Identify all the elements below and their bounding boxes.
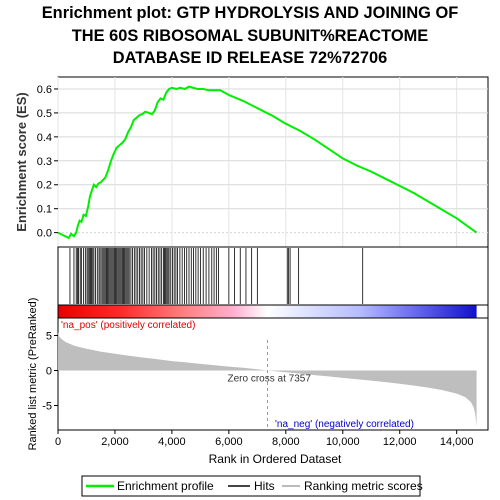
es-panel — [57, 76, 489, 248]
metric-area — [58, 332, 477, 427]
legend: Enrichment profile Hits Ranking metric s… — [81, 475, 423, 497]
es-y-tick-label: 0.4 — [37, 132, 52, 144]
x-tick-label: 6,000 — [215, 436, 243, 448]
metric-y-axis: 5 0 -5 — [42, 331, 58, 413]
legend-hits-label: Hits — [254, 479, 275, 493]
es-profile-line — [57, 85, 478, 240]
x-axis-label: Rank in Ordered Dataset — [209, 452, 342, 466]
hit-marks — [69, 248, 364, 304]
x-tick-label: 4,000 — [158, 436, 186, 448]
x-tick-label: 0 — [55, 436, 61, 448]
x-tick-label: 14,000 — [440, 436, 474, 448]
title-line-3: DATABASE ID RELEASE 72%72706 — [112, 49, 388, 67]
es-y-axis: 0.0 0.1 0.2 0.3 0.4 0.5 0.6 — [37, 84, 58, 240]
es-y-tick-label: 0.3 — [37, 156, 52, 168]
es-y-tick-label: 0.5 — [37, 108, 52, 120]
metric-y-tick-label: 5 — [46, 331, 52, 343]
pos-label: 'na_pos' (positively correlated) — [61, 320, 195, 331]
legend-metric-label: Ranking metric scores — [304, 479, 423, 493]
es-y-tick-label: 0.2 — [37, 180, 52, 192]
title-line-1: Enrichment plot: GTP HYDROLYSIS AND JOIN… — [41, 4, 459, 22]
legend-es-label: Enrichment profile — [117, 479, 214, 493]
es-y-tick-label: 0.6 — [37, 84, 52, 96]
title-line-2: THE 60S RIBOSOMAL SUBUNIT%REACTOME — [71, 26, 429, 45]
metric-y-tick-label: -5 — [42, 401, 52, 413]
x-tick-label: 12,000 — [383, 436, 417, 448]
es-y-tick-label: 0.0 — [37, 228, 52, 240]
es-y-tick-label: 0.1 — [37, 204, 52, 216]
metric-y-tick-label: 0 — [46, 366, 52, 378]
es-y-axis-label: Enrichment score (ES) — [14, 92, 29, 231]
neg-label: 'na_neg' (negatively correlated) — [275, 419, 414, 430]
zero-cross-label: Zero cross at 7357 — [228, 374, 312, 385]
es-gridlines — [57, 77, 488, 247]
x-tick-label: 2,000 — [101, 436, 129, 448]
legend-box — [81, 475, 421, 497]
x-axis: 0 2,000 4,000 6,000 8,000 10,000 12,000 14,000 — [55, 430, 474, 448]
metric-y-axis-label: Ranked list metric (PreRanked) — [27, 298, 39, 451]
chart-title: Enrichment plot: GTP HYDROLYSIS AND JOIN… — [0, 2, 500, 70]
rank-color-bar — [58, 305, 477, 318]
x-tick-label: 8,000 — [272, 436, 300, 448]
x-tick-label: 10,000 — [326, 436, 360, 448]
hits-panel — [57, 246, 489, 306]
